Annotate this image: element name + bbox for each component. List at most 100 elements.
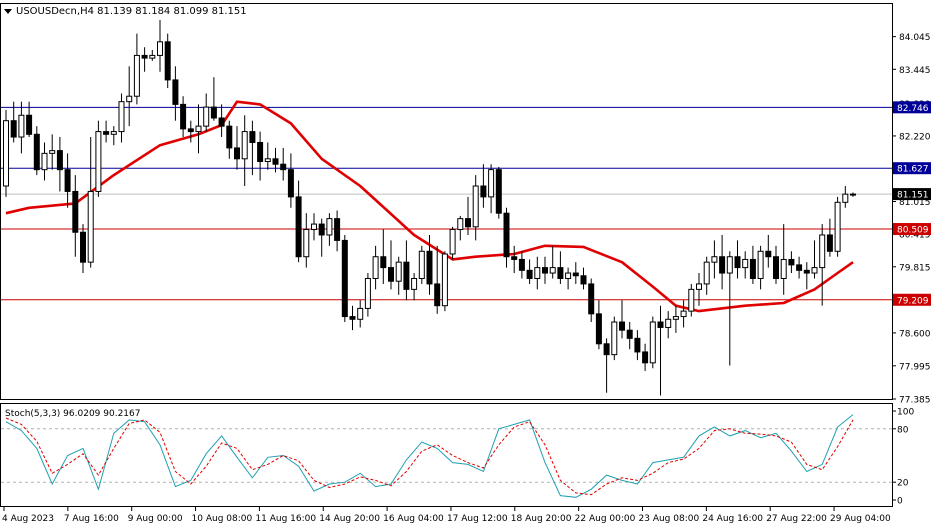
time-tick-label: 18 Aug 20:00 bbox=[511, 514, 572, 524]
time-tick-label: 11 Aug 16:00 bbox=[255, 514, 316, 524]
candle-body bbox=[534, 267, 541, 279]
candle bbox=[518, 251, 525, 279]
candle-body bbox=[657, 321, 664, 328]
candle-body bbox=[311, 223, 317, 231]
candle bbox=[172, 66, 179, 121]
candle-body bbox=[133, 54, 140, 97]
candle-body bbox=[565, 272, 572, 279]
candle bbox=[264, 142, 271, 170]
candle bbox=[364, 273, 371, 317]
candle bbox=[765, 234, 772, 268]
candle bbox=[257, 131, 264, 181]
candle-body bbox=[611, 321, 618, 356]
candle-body bbox=[495, 169, 502, 214]
candle bbox=[719, 234, 726, 290]
candle bbox=[318, 218, 325, 257]
price-pane[interactable] bbox=[0, 3, 893, 400]
candle-body bbox=[711, 256, 718, 263]
level-tags: 82.746 81.627 80.509 79.209 81.151 bbox=[893, 101, 931, 306]
time-tick-label: 27 Aug 22:00 bbox=[766, 514, 827, 524]
candle-body bbox=[72, 190, 79, 233]
candle-body bbox=[318, 223, 325, 236]
candle bbox=[118, 93, 125, 143]
candle bbox=[780, 224, 787, 295]
candle-body bbox=[742, 258, 749, 269]
candle-body bbox=[272, 158, 279, 165]
candle-body bbox=[834, 201, 841, 252]
candle-body bbox=[26, 114, 33, 135]
candle bbox=[572, 262, 579, 284]
stoch-tick-label: 20 bbox=[897, 479, 909, 489]
candle bbox=[680, 300, 687, 328]
candle-body bbox=[326, 218, 333, 236]
candle bbox=[18, 101, 25, 154]
time-axis: 4 Aug 2023 7 Aug 16:00 9 Aug 00:00 10 Aug 0… bbox=[2, 507, 891, 524]
candle-body bbox=[218, 117, 225, 127]
candle-body bbox=[803, 269, 810, 274]
time-tick-label: 14 Aug 20:00 bbox=[319, 514, 380, 524]
triangle-down-icon[interactable] bbox=[4, 9, 12, 14]
candle-body bbox=[449, 229, 456, 255]
candle-body bbox=[749, 258, 756, 279]
candle bbox=[549, 245, 556, 279]
stoch-pane[interactable] bbox=[0, 403, 893, 507]
candle bbox=[10, 101, 17, 143]
stoch-tick-label: 100 bbox=[897, 408, 914, 418]
candle bbox=[195, 104, 202, 154]
candle bbox=[311, 213, 317, 241]
candle-body bbox=[595, 313, 602, 345]
candle-body bbox=[726, 256, 733, 274]
candle-body bbox=[580, 275, 587, 285]
candle bbox=[80, 224, 86, 274]
candle-body bbox=[780, 258, 787, 279]
time-tick-label: 29 Aug 04:00 bbox=[830, 514, 891, 524]
candle-body bbox=[518, 258, 525, 271]
candle-body bbox=[603, 343, 610, 356]
candle-body bbox=[472, 185, 479, 228]
candle bbox=[372, 245, 379, 290]
candle bbox=[611, 316, 618, 361]
price-tick-label: 83.445 bbox=[899, 66, 931, 76]
candle bbox=[126, 66, 133, 127]
candle-body bbox=[426, 250, 433, 285]
candle-body bbox=[56, 150, 63, 171]
candle-body bbox=[349, 316, 356, 320]
candle-body bbox=[842, 193, 849, 203]
candle-body bbox=[788, 258, 795, 266]
candle-body bbox=[110, 131, 117, 135]
candle bbox=[326, 213, 333, 246]
candle bbox=[3, 109, 9, 197]
candle-body bbox=[103, 131, 110, 135]
candle-body bbox=[388, 267, 394, 282]
candle bbox=[272, 147, 279, 173]
price-axis: 84.04583.44582.82082.22081.62081.01580.4… bbox=[892, 33, 931, 406]
price-tick-label: 84.045 bbox=[899, 33, 931, 43]
candle bbox=[480, 164, 487, 208]
candle bbox=[110, 126, 117, 146]
candle bbox=[619, 300, 625, 339]
candle bbox=[626, 322, 633, 350]
candle-body bbox=[811, 267, 818, 274]
candle bbox=[241, 115, 248, 186]
level-tag-label: 80.509 bbox=[897, 226, 929, 236]
candle-body bbox=[418, 250, 425, 279]
candle bbox=[388, 240, 394, 290]
candle-body bbox=[87, 190, 94, 263]
candle-body bbox=[649, 321, 656, 364]
candle-body bbox=[696, 283, 702, 290]
candle-body bbox=[411, 277, 418, 290]
candle-body bbox=[210, 106, 217, 119]
candle bbox=[819, 224, 826, 306]
candle-body bbox=[141, 54, 148, 59]
candle bbox=[234, 126, 240, 170]
candle-body bbox=[588, 283, 595, 315]
candle bbox=[488, 164, 495, 214]
candle-body bbox=[542, 267, 548, 274]
candle bbox=[33, 126, 40, 176]
candle-body bbox=[619, 321, 625, 331]
candles bbox=[3, 20, 856, 396]
candle-body bbox=[372, 256, 379, 279]
candle bbox=[826, 218, 833, 257]
candle-body bbox=[341, 239, 348, 318]
